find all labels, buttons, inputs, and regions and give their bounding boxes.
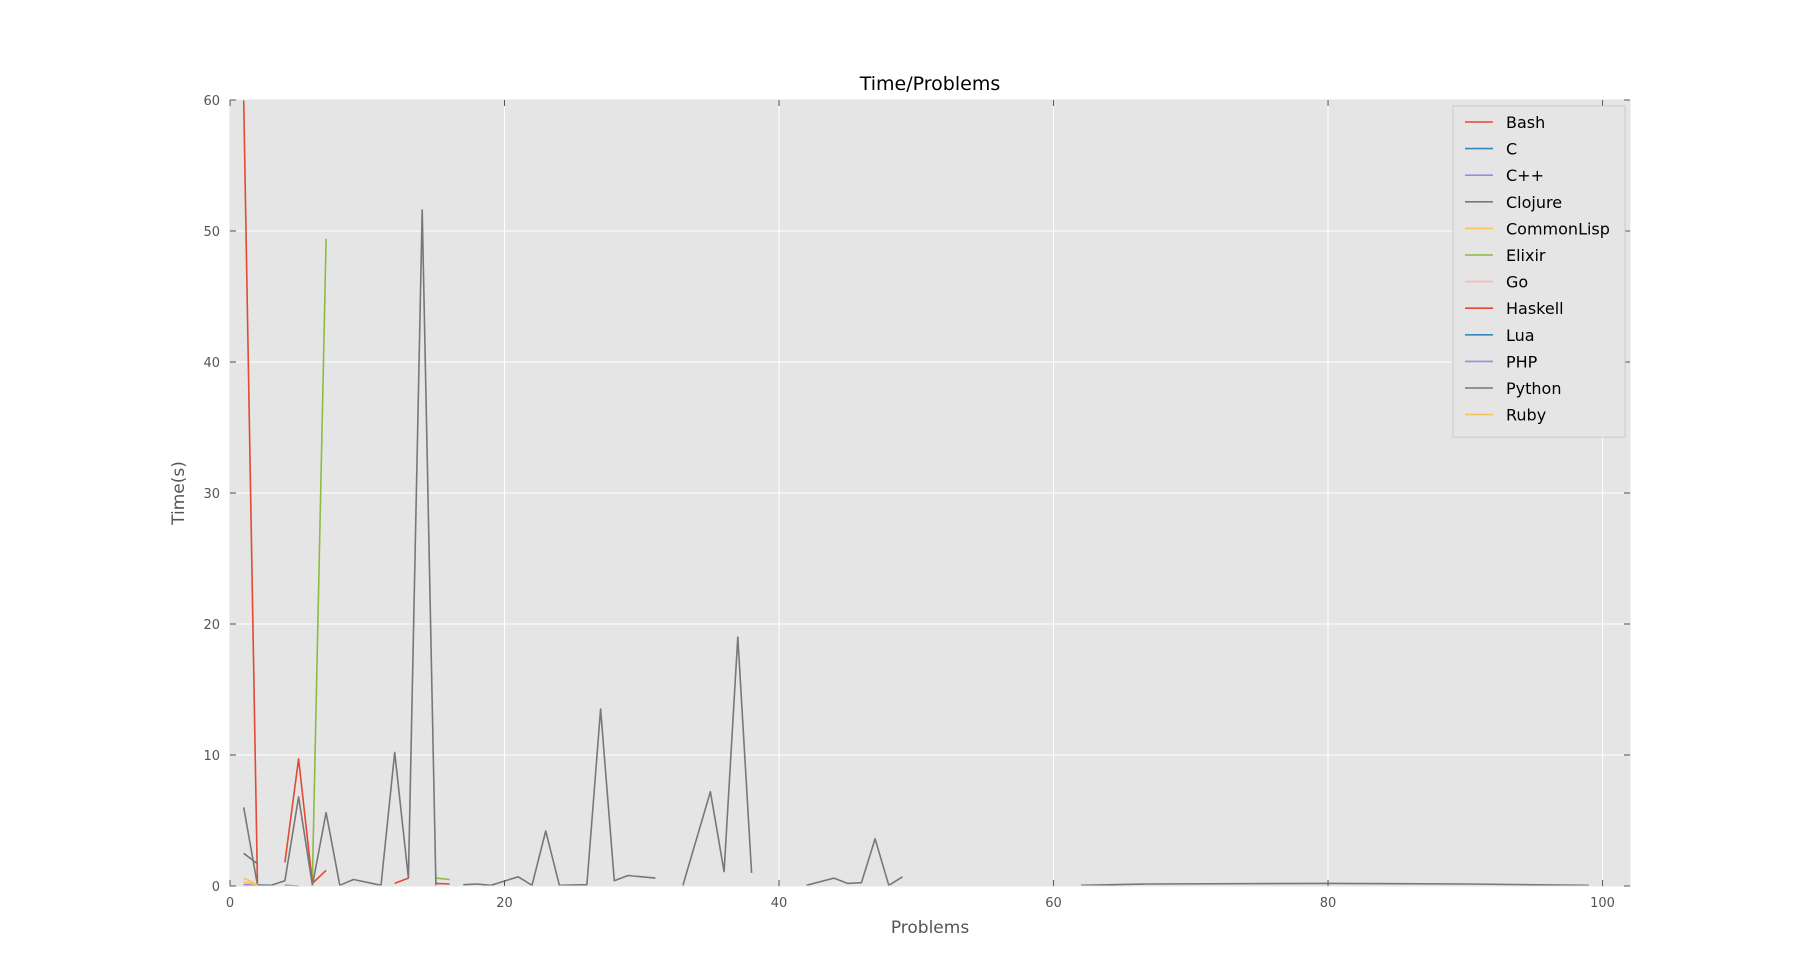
legend-item: Haskell	[1465, 299, 1564, 318]
legend-label: Go	[1506, 273, 1528, 292]
legend-label: C	[1506, 140, 1517, 159]
series-layer	[242, 99, 1589, 887]
legend-item: C	[1465, 140, 1517, 159]
x-tick-label: 60	[1045, 896, 1062, 911]
x-tick-label: 20	[496, 896, 513, 911]
legend-label: Haskell	[1506, 299, 1564, 318]
legend-item: Ruby	[1465, 406, 1546, 425]
legend: Bash C C++ Clojure CommonLisp Elixir Go Haskell…	[1452, 105, 1626, 438]
y-axis-label: Time(s)	[169, 461, 189, 526]
legend-item: Lua	[1465, 326, 1535, 345]
series-haskell	[284, 758, 450, 885]
x-tick-label: 0	[226, 896, 234, 911]
series-line	[243, 852, 258, 865]
x-tick-label: 100	[1590, 896, 1615, 911]
legend-item: C++	[1465, 166, 1544, 185]
x-axis-label: Problems	[891, 918, 970, 938]
legend-label: Ruby	[1506, 406, 1546, 425]
legend-label: Lua	[1506, 326, 1535, 345]
legend-label: Clojure	[1506, 193, 1562, 212]
legend-item: PHP	[1465, 352, 1538, 371]
series-bash	[242, 99, 259, 887]
legend-item: CommonLisp	[1465, 219, 1610, 238]
series-line	[435, 877, 450, 881]
y-tick-label: 30	[203, 487, 220, 502]
legend-label: CommonLisp	[1506, 219, 1610, 238]
legend-item: Python	[1465, 379, 1561, 398]
legend-item: Elixir	[1465, 246, 1546, 265]
series-line	[394, 877, 409, 885]
series-line	[311, 238, 327, 880]
x-tick-label: 40	[771, 896, 788, 911]
y-tick-label: 10	[203, 749, 220, 764]
x-tick-label: 80	[1320, 896, 1337, 911]
series-elixir	[311, 238, 450, 881]
y-tick-label: 0	[212, 880, 220, 895]
legend-label: Python	[1506, 379, 1561, 398]
series-line	[682, 636, 753, 886]
series-line	[463, 708, 656, 887]
legend-item: Clojure	[1465, 193, 1562, 212]
legend-item: Go	[1465, 273, 1528, 292]
y-tick-label: 50	[203, 225, 220, 240]
y-tick-label: 20	[203, 618, 220, 633]
legend-label: C++	[1506, 166, 1544, 185]
series-line	[435, 882, 450, 885]
legend-label: Bash	[1506, 113, 1545, 132]
series-line	[243, 881, 258, 886]
series-line	[284, 758, 327, 885]
series-ruby	[243, 881, 258, 886]
series-line	[242, 209, 437, 887]
axis-ticks: 0 20 40 60 80 100 0 10 20 30 40 50 60	[203, 94, 1630, 911]
legend-item: Bash	[1465, 113, 1545, 132]
y-tick-label: 60	[203, 94, 220, 109]
chart-title: Time/Problems	[859, 73, 1000, 95]
series-line	[242, 99, 259, 887]
legend-label: PHP	[1506, 352, 1538, 371]
series-clojure	[243, 852, 258, 865]
series-line	[806, 837, 903, 887]
legend-frame	[1452, 105, 1626, 438]
y-tick-label: 40	[203, 356, 220, 371]
legend-label: Elixir	[1506, 246, 1546, 265]
